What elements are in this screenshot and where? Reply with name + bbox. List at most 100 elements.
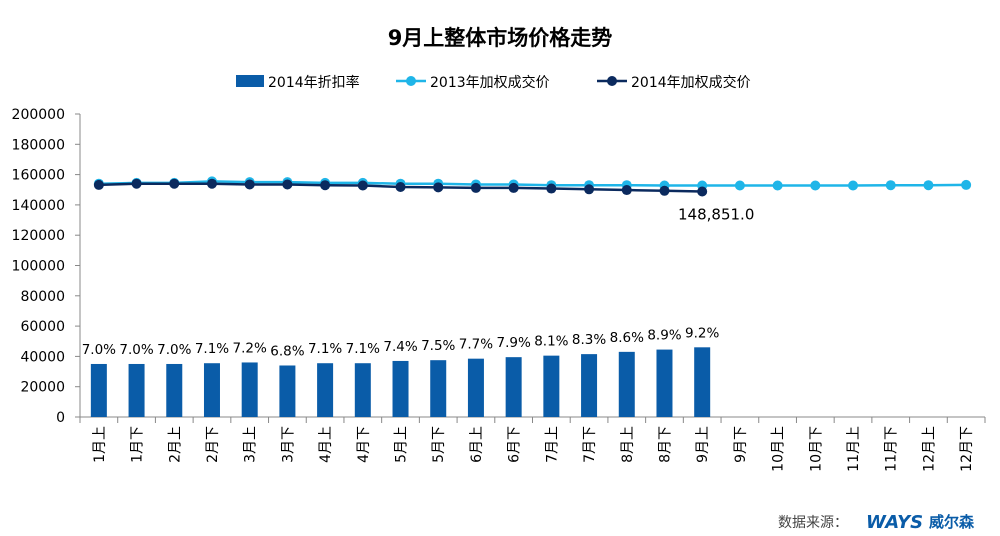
series-point-1	[546, 183, 557, 194]
bar	[392, 360, 409, 417]
bar	[241, 362, 258, 417]
brand-logo: WAYS	[866, 512, 923, 533]
x-tick-label: 4月上	[318, 426, 334, 463]
y-tick-label: 160000	[12, 168, 65, 184]
y-tick-label: 80000	[20, 289, 65, 305]
series-point-0	[734, 180, 745, 191]
bar-data-label: 7.9%	[496, 335, 530, 351]
bar-data-label: 8.6%	[610, 330, 644, 346]
bar	[317, 363, 334, 417]
legend-marker-2013	[406, 76, 416, 86]
bar	[430, 360, 447, 417]
x-tick-label: 4月下	[356, 426, 372, 463]
bar	[166, 363, 183, 417]
series-point-1	[659, 185, 670, 196]
series-point-1	[131, 178, 142, 189]
bar-data-label: 7.0%	[119, 342, 153, 358]
lines: 148,851.0	[93, 176, 972, 223]
legend-label-2014: 2014年加权成交价	[631, 74, 751, 91]
y-tick-label: 60000	[20, 319, 65, 335]
series-point-1	[320, 180, 331, 191]
bar	[694, 347, 711, 417]
bar	[128, 363, 145, 417]
x-tick-label: 5月下	[431, 426, 447, 463]
y-tick-label: 140000	[12, 198, 65, 214]
y-tick-label: 200000	[12, 107, 65, 123]
x-tick-label: 7月上	[544, 426, 560, 463]
bar-data-label: 9.2%	[685, 325, 719, 341]
x-tick-label: 11月上	[846, 426, 862, 472]
bar-data-label: 7.1%	[195, 341, 229, 357]
y-tick-label: 40000	[20, 349, 65, 365]
series-point-1	[357, 180, 368, 191]
y-tick-label: 20000	[20, 380, 65, 396]
x-tick-label: 8月下	[657, 426, 673, 463]
series-point-0	[885, 180, 896, 191]
series-end-label: 148,851.0	[678, 205, 754, 223]
series-point-1	[244, 179, 255, 190]
x-tick-label: 1月下	[130, 426, 146, 463]
x-tick-label: 8月上	[620, 426, 636, 463]
bar-data-label: 7.1%	[346, 341, 380, 357]
legend-swatch-bar	[236, 75, 264, 87]
series-point-1	[169, 178, 180, 189]
x-tick-label: 1月上	[92, 426, 108, 463]
bar	[467, 358, 484, 417]
x-tick-label: 9月下	[733, 426, 749, 463]
bar	[618, 351, 635, 417]
x-tick-label: 6月上	[469, 426, 485, 463]
series-point-0	[923, 180, 934, 191]
series-point-1	[433, 182, 444, 193]
series-point-0	[810, 180, 821, 191]
x-tick-label: 3月上	[243, 426, 259, 463]
bar-data-label: 7.2%	[233, 340, 267, 356]
brand-name-cn: 威尔森	[929, 513, 975, 531]
series-point-1	[93, 179, 104, 190]
x-tick-label: 12月上	[921, 426, 937, 472]
x-tick-label: 6月下	[507, 426, 523, 463]
bar	[279, 365, 296, 417]
series-line-0	[98, 180, 967, 187]
x-tick-label: 10月上	[771, 426, 787, 472]
bar	[656, 349, 673, 417]
x-ticks	[79, 417, 986, 423]
series-point-1	[395, 182, 406, 193]
x-tick-label: 11月下	[884, 426, 900, 472]
series-point-1	[697, 186, 708, 197]
series-point-0	[772, 180, 783, 191]
y-tick-label: 100000	[12, 259, 65, 275]
series-point-1	[584, 184, 595, 195]
x-tick-label: 5月上	[394, 426, 410, 463]
bar-labels: 7.0% 7.0% 7.0% 7.1% 7.2% 6.8% 7.1% 7.1% 7.4% 7.5%…	[82, 325, 720, 359]
series-point-0	[848, 180, 859, 191]
x-tick-label: 2月上	[167, 426, 183, 463]
x-tick-label: 7月下	[582, 426, 598, 463]
bar-data-label: 7.5%	[421, 338, 455, 354]
bar	[90, 363, 107, 417]
bar	[505, 357, 522, 417]
chart-title: 9月上整体市场价格走势	[388, 26, 613, 50]
bar-data-label: 7.7%	[459, 337, 493, 353]
bar-data-label: 8.9%	[647, 328, 681, 344]
bar	[203, 363, 220, 417]
x-tick-label: 9月上	[695, 426, 711, 463]
series-point-0	[961, 179, 972, 190]
legend: 2014年折扣率 2013年加权成交价 2014年加权成交价	[236, 74, 751, 91]
legend-label-bar: 2014年折扣率	[268, 74, 360, 91]
x-tick-label: 2月下	[205, 426, 221, 463]
series-point-1	[470, 182, 481, 193]
series-point-1	[282, 179, 293, 190]
x-labels: 1月上 1月下 2月上 2月下 3月上 3月下 4月上 4月下 5月上 5月下 6月上 6月下 7月上 7…	[92, 426, 975, 472]
source-label: 数据来源：	[778, 515, 848, 531]
bar	[581, 354, 598, 417]
x-tick-label: 12月下	[959, 426, 975, 472]
y-tick-label: 0	[56, 410, 65, 426]
bar-data-label: 7.0%	[157, 342, 191, 358]
legend-marker-2014	[607, 76, 617, 86]
bar-data-label: 7.0%	[82, 342, 116, 358]
y-tick-label: 180000	[12, 137, 65, 153]
series-point-1	[621, 185, 632, 196]
x-tick-label: 3月下	[280, 426, 296, 463]
y-tick-label: 120000	[12, 228, 65, 244]
